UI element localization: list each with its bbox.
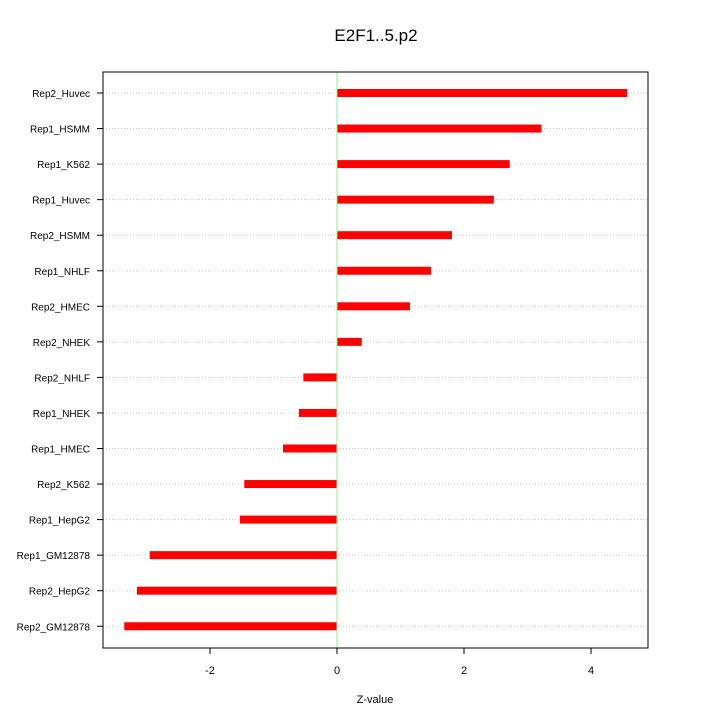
chart-title: E2F1..5.p2 bbox=[334, 26, 417, 45]
category-label: Rep1_HepG2 bbox=[29, 516, 91, 527]
category-label: Rep2_NHEK bbox=[33, 338, 91, 349]
bar-Rep2_HepG2 bbox=[136, 586, 337, 595]
bar-Rep1_HSMM bbox=[337, 124, 542, 133]
x-axis-title: Z-value bbox=[357, 694, 394, 706]
x-tick-label: 2 bbox=[461, 665, 467, 677]
category-label: Rep2_HSMM bbox=[30, 231, 90, 242]
category-label: Rep1_Huvec bbox=[32, 196, 90, 207]
bar-Rep1_NHEK bbox=[298, 408, 337, 417]
bar-Rep2_GM12878 bbox=[124, 622, 338, 631]
category-label: Rep1_NHLF bbox=[34, 267, 90, 278]
category-label: Rep1_K562 bbox=[37, 160, 90, 171]
bar-Rep2_K562 bbox=[244, 480, 337, 489]
category-label: Rep1_HMEC bbox=[31, 445, 90, 456]
category-labels: Rep2_Huvec Rep1_HSMM Rep1_K562 Rep1_Huvec Re… bbox=[17, 89, 103, 633]
bar-Rep2_NHLF bbox=[303, 373, 337, 382]
plot-frame bbox=[102, 71, 649, 649]
bar-Rep1_GM12878 bbox=[149, 551, 337, 560]
bar-Rep2_HSMM bbox=[337, 231, 452, 240]
category-label: Rep2_HepG2 bbox=[29, 587, 91, 598]
category-label: Rep1_GM12878 bbox=[17, 551, 91, 562]
bar-Rep1_Huvec bbox=[337, 195, 494, 204]
x-axis: -2 0 2 4 bbox=[205, 648, 594, 677]
bar-Rep2_HMEC bbox=[337, 302, 411, 311]
gridlines bbox=[103, 92, 648, 627]
x-tick-label: 4 bbox=[588, 665, 594, 677]
x-tick-label: 0 bbox=[334, 665, 340, 677]
category-label: Rep2_GM12878 bbox=[17, 622, 91, 633]
x-tick-label: -2 bbox=[205, 665, 215, 677]
bar-Rep1_HepG2 bbox=[239, 515, 337, 524]
category-label: Rep2_Huvec bbox=[32, 89, 90, 100]
category-label: Rep2_HMEC bbox=[31, 302, 90, 313]
category-label: Rep1_HSMM bbox=[30, 125, 90, 136]
bar-Rep1_K562 bbox=[337, 160, 510, 169]
category-label: Rep2_K562 bbox=[37, 480, 90, 491]
category-label: Rep1_NHEK bbox=[33, 409, 91, 420]
bar-Rep2_Huvec bbox=[337, 89, 628, 97]
bars bbox=[124, 89, 628, 631]
category-label: Rep2_NHLF bbox=[34, 373, 90, 384]
bar-Rep2_NHEK bbox=[337, 337, 362, 346]
bar-Rep1_HMEC bbox=[283, 444, 337, 453]
bar-Rep1_NHLF bbox=[337, 266, 431, 275]
